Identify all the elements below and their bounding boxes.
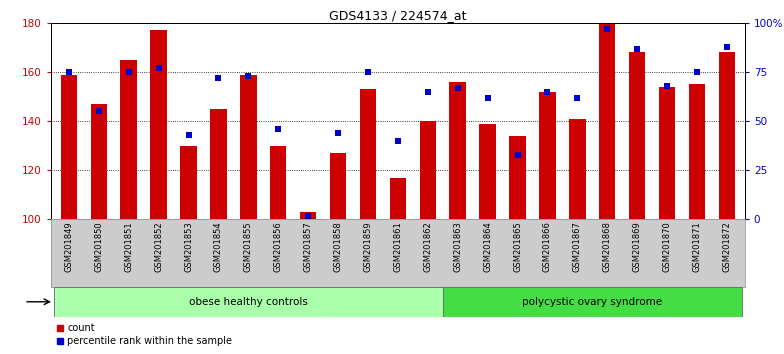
Text: GSM201856: GSM201856	[274, 222, 283, 272]
Bar	[210, 109, 227, 219]
Bar	[479, 124, 495, 219]
Text: GSM201853: GSM201853	[184, 222, 193, 272]
Point	[541, 89, 554, 95]
Point	[661, 83, 673, 89]
Legend: count, percentile rank within the sample: count, percentile rank within the sample	[56, 324, 233, 346]
Point	[361, 69, 374, 75]
Text: GSM201849: GSM201849	[64, 222, 74, 272]
Bar	[360, 89, 376, 219]
Text: GSM201857: GSM201857	[303, 222, 313, 272]
Bar	[180, 146, 197, 219]
Bar	[330, 153, 347, 219]
Text: GSM201865: GSM201865	[513, 222, 522, 272]
Bar	[629, 52, 645, 219]
Bar	[91, 104, 107, 219]
FancyBboxPatch shape	[54, 287, 443, 317]
Text: GSM201871: GSM201871	[692, 222, 702, 272]
Point	[63, 69, 75, 75]
Bar	[569, 119, 586, 219]
Point	[122, 69, 135, 75]
Text: GSM201869: GSM201869	[633, 222, 641, 272]
Text: GSM201868: GSM201868	[603, 222, 612, 272]
Text: GSM201872: GSM201872	[722, 222, 731, 272]
Text: obese healthy controls: obese healthy controls	[189, 297, 308, 307]
Point	[691, 69, 703, 75]
Point	[302, 213, 314, 218]
Bar	[121, 60, 137, 219]
Text: GSM201855: GSM201855	[244, 222, 253, 272]
Text: GSM201851: GSM201851	[124, 222, 133, 272]
Text: polycystic ovary syndrome: polycystic ovary syndrome	[522, 297, 662, 307]
Point	[481, 95, 494, 101]
Text: GSM201866: GSM201866	[543, 222, 552, 272]
Title: GDS4133 / 224574_at: GDS4133 / 224574_at	[329, 9, 466, 22]
FancyBboxPatch shape	[443, 287, 742, 317]
Bar	[419, 121, 436, 219]
Bar	[719, 52, 735, 219]
Point	[631, 46, 644, 51]
Bar	[599, 23, 615, 219]
Text: GSM201852: GSM201852	[154, 222, 163, 272]
Bar	[300, 212, 317, 219]
Point	[601, 26, 614, 32]
Point	[332, 130, 344, 136]
Text: GSM201862: GSM201862	[423, 222, 432, 272]
Bar	[659, 87, 675, 219]
Point	[422, 89, 434, 95]
Point	[182, 132, 194, 138]
Bar	[270, 146, 286, 219]
Text: GSM201859: GSM201859	[364, 222, 372, 272]
Point	[391, 138, 404, 144]
Point	[452, 85, 464, 91]
Text: GSM201861: GSM201861	[394, 222, 402, 272]
Point	[272, 126, 285, 132]
Point	[571, 95, 583, 101]
Point	[93, 109, 105, 114]
Text: GSM201870: GSM201870	[662, 222, 672, 272]
Text: GSM201858: GSM201858	[333, 222, 343, 272]
Point	[720, 44, 733, 50]
Bar	[151, 30, 167, 219]
Bar	[688, 84, 705, 219]
Bar	[539, 92, 556, 219]
Bar	[60, 75, 77, 219]
Text: GSM201854: GSM201854	[214, 222, 223, 272]
Bar	[240, 75, 256, 219]
Text: GSM201850: GSM201850	[94, 222, 103, 272]
Text: GSM201864: GSM201864	[483, 222, 492, 272]
Point	[152, 65, 165, 71]
Point	[212, 75, 225, 81]
Text: GSM201867: GSM201867	[573, 222, 582, 272]
Bar	[390, 178, 406, 219]
Text: GSM201863: GSM201863	[453, 222, 463, 272]
Text: obese healthy controls: obese healthy controls	[0, 353, 1, 354]
Bar	[449, 82, 466, 219]
Bar	[510, 136, 526, 219]
Point	[511, 152, 524, 158]
Point	[242, 73, 255, 79]
